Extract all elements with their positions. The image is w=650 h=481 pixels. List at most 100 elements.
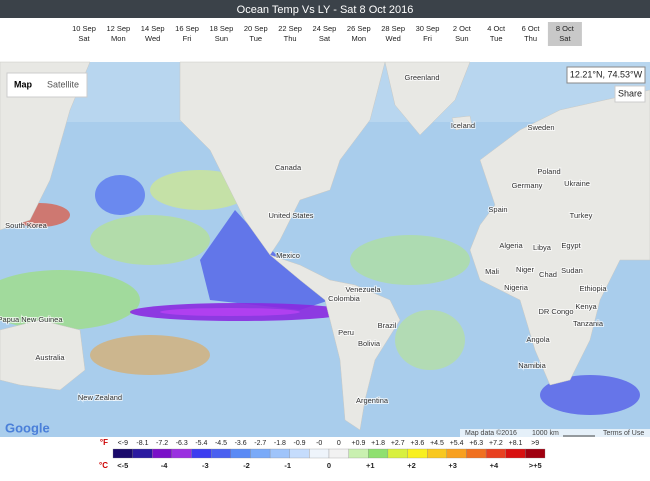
legend-f-label: +6.3 [469, 440, 483, 447]
share-button[interactable]: Share [618, 88, 642, 98]
place-label: Venezuela [345, 285, 381, 294]
place-label: Poland [537, 167, 560, 176]
selected-tab [547, 22, 582, 46]
legend-c-label: +3 [448, 461, 457, 470]
anomaly [90, 335, 210, 375]
legend-f-label: -5.4 [195, 440, 207, 447]
legend-c-label: -3 [202, 461, 209, 470]
satellite-button[interactable]: Satellite [47, 79, 79, 89]
legend-swatch [289, 448, 310, 459]
legend-swatch [328, 448, 349, 459]
legend-f-label: -0.9 [294, 440, 306, 447]
place-label: Greenland [404, 73, 439, 82]
legend-f-label: +4.5 [430, 440, 444, 447]
legend-f-label: +1.8 [371, 440, 385, 447]
tab-date[interactable]: 16 Sep [175, 24, 199, 33]
place-label: Canada [275, 163, 302, 172]
terms[interactable]: Terms of Use [603, 430, 644, 437]
tab-day[interactable]: Mon [352, 34, 367, 43]
place-label: Tanzania [573, 319, 604, 328]
place-label: Niger [516, 265, 534, 274]
title: Ocean Temp Vs LY - Sat 8 Oct 2016 [237, 4, 414, 16]
land [269, 254, 401, 431]
place-label: Turkey [570, 211, 593, 220]
tab-day[interactable]: Sat [78, 34, 90, 43]
tab-day[interactable]: Fri [423, 34, 432, 43]
map-button[interactable]: Map [14, 79, 33, 89]
tab-day[interactable]: Thu [284, 34, 297, 43]
legend-f-label: -7.2 [156, 440, 168, 447]
legend-f-label: -6.3 [176, 440, 188, 447]
place-label: Angola [526, 335, 550, 344]
legend-c-label: <-5 [117, 461, 128, 470]
legend-swatch [387, 448, 408, 459]
place-label: Ukraine [564, 179, 590, 188]
place-label: Sudan [561, 266, 583, 275]
tab-date[interactable]: 20 Sep [244, 24, 268, 33]
legend-c-label: 0 [327, 461, 331, 470]
coordinates-box [566, 66, 646, 84]
legend-swatch [230, 448, 251, 459]
tab-date[interactable]: 12 Sep [106, 24, 130, 33]
legend-f-label: <-9 [118, 440, 128, 447]
attribution-bar [460, 429, 650, 437]
tab-date[interactable]: 2 Oct [453, 24, 472, 33]
tab-day[interactable]: Sun [455, 34, 468, 43]
tab-date[interactable]: 30 Sep [416, 24, 440, 33]
legend-f-unit: °F [100, 438, 108, 447]
tab-day[interactable]: Sat [559, 34, 571, 43]
legend-swatch [171, 448, 192, 459]
legend-c-label: +2 [407, 461, 416, 470]
anomaly [395, 310, 465, 370]
anomaly [90, 215, 210, 265]
map-type-control [6, 72, 88, 98]
place-label: Mali [485, 267, 499, 276]
tab-day[interactable]: Tue [490, 34, 503, 43]
legend-swatch [269, 448, 290, 459]
legend-f-label: +2.7 [391, 440, 405, 447]
tab-day[interactable]: Thu [524, 34, 537, 43]
place-label: Brazil [378, 321, 397, 330]
legend-c-label: -4 [161, 461, 168, 470]
share-box [614, 85, 646, 103]
legend-f-label: -8.1 [136, 440, 148, 447]
land [0, 61, 91, 231]
anomaly [95, 175, 145, 215]
place-label: Australia [35, 353, 65, 362]
tab-date[interactable]: 8 Oct [556, 24, 575, 33]
anomaly [200, 210, 330, 310]
tab-date[interactable]: 18 Sep [210, 24, 234, 33]
legend-swatch [446, 448, 467, 459]
tab-date[interactable]: 14 Sep [141, 24, 165, 33]
scale-label: 1000 km [532, 430, 559, 437]
place-label: Bolivia [358, 339, 381, 348]
tab-date[interactable]: 26 Sep [347, 24, 371, 33]
legend-swatch [309, 448, 330, 459]
legend-f-label: +5.4 [450, 440, 464, 447]
place-label: Ethiopia [579, 284, 607, 293]
legend-swatch [485, 448, 506, 459]
tab-date[interactable]: 22 Sep [278, 24, 302, 33]
tab-date[interactable]: 10 Sep [72, 24, 96, 33]
tab-day[interactable]: Tue [249, 34, 262, 43]
tab-day[interactable]: Sun [215, 34, 228, 43]
legend-swatch [191, 448, 212, 459]
legend-c-label: +4 [490, 461, 499, 470]
legend-swatch [427, 448, 447, 459]
tab-date[interactable]: 28 Sep [381, 24, 405, 33]
coordinates: 12.21°N, 74.53°W [570, 69, 643, 79]
tab-day[interactable]: Wed [145, 34, 160, 43]
tab-day[interactable]: Mon [111, 34, 126, 43]
place-label: Mexico [276, 251, 300, 260]
tab-date[interactable]: 4 Oct [487, 24, 506, 33]
place-label: Egypt [561, 241, 581, 250]
legend-f-label: 0 [337, 440, 341, 447]
tab-date[interactable]: 6 Oct [522, 24, 541, 33]
tab-day[interactable]: Sat [319, 34, 331, 43]
tab-day[interactable]: Fri [183, 34, 192, 43]
tab-day[interactable]: Wed [386, 34, 401, 43]
place-label: Peru [338, 328, 354, 337]
tab-date[interactable]: 24 Sep [313, 24, 337, 33]
land [384, 61, 471, 136]
